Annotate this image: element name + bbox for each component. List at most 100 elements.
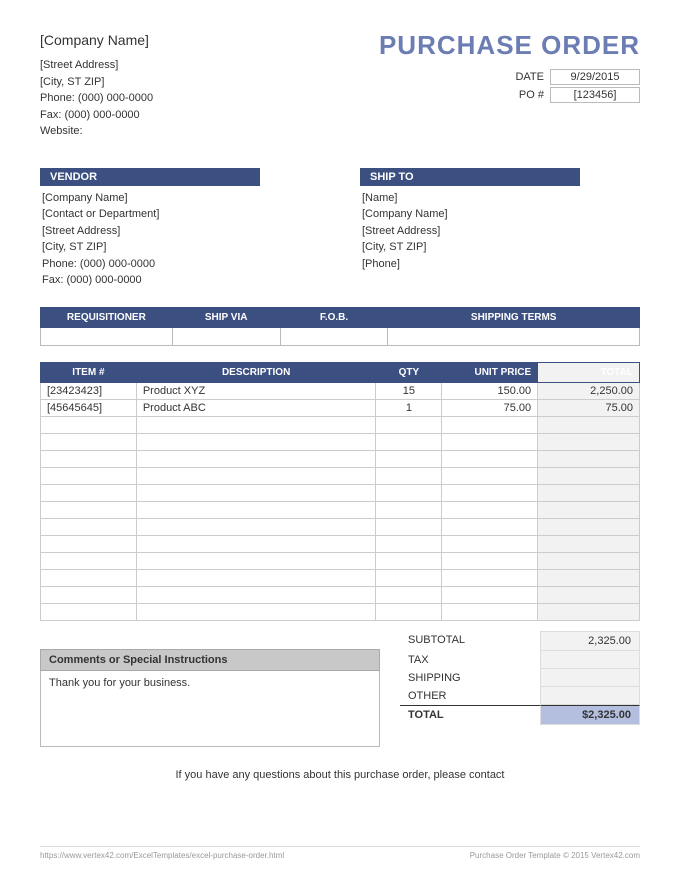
shipto-street: [Street Address]	[362, 223, 640, 240]
item-cell	[41, 416, 137, 433]
table-row	[41, 416, 640, 433]
footer-left: https://www.vertex42.com/ExcelTemplates/…	[40, 851, 284, 860]
price-cell	[442, 433, 538, 450]
qty-cell	[376, 518, 442, 535]
vendor-section: VENDOR [Company Name] [Contact or Depart…	[40, 168, 320, 289]
other-value	[540, 687, 640, 705]
item-cell	[41, 603, 137, 620]
desc-cell	[136, 569, 376, 586]
total-cell: 75.00	[538, 399, 640, 416]
qty-cell	[376, 535, 442, 552]
tax-value	[540, 651, 640, 669]
total-cell	[538, 416, 640, 433]
other-label: OTHER	[400, 687, 540, 705]
price-cell	[442, 535, 538, 552]
date-label: DATE	[500, 71, 550, 83]
table-row	[41, 586, 640, 603]
comments-body: Thank you for your business.	[40, 671, 380, 747]
qty-cell: 1	[376, 399, 442, 416]
title-block: PURCHASE ORDER DATE 9/29/2015 PO # [1234…	[379, 30, 640, 140]
desc-cell	[136, 416, 376, 433]
table-row	[41, 433, 640, 450]
col-total: TOTAL	[538, 362, 640, 382]
shipto-heading: SHIP TO	[360, 168, 580, 186]
qty-cell	[376, 433, 442, 450]
table-row	[41, 501, 640, 518]
table-row	[41, 450, 640, 467]
total-cell	[538, 484, 640, 501]
col-fob: F.O.B.	[280, 307, 388, 327]
item-cell	[41, 535, 137, 552]
desc-cell	[136, 603, 376, 620]
item-cell	[41, 569, 137, 586]
item-cell	[41, 467, 137, 484]
desc-cell	[136, 467, 376, 484]
company-phone: Phone: (000) 000-0000	[40, 90, 153, 107]
col-requisitioner: REQUISITIONER	[41, 307, 173, 327]
table-row	[41, 603, 640, 620]
price-cell	[442, 501, 538, 518]
terms-cell	[388, 327, 640, 345]
total-cell	[538, 586, 640, 603]
qty-cell	[376, 603, 442, 620]
desc-cell: Product XYZ	[136, 382, 376, 399]
company-citystzip: [City, ST ZIP]	[40, 74, 153, 91]
shipping-table: REQUISITIONER SHIP VIA F.O.B. SHIPPING T…	[40, 307, 640, 346]
item-cell	[41, 501, 137, 518]
item-cell	[41, 552, 137, 569]
total-cell: 2,250.00	[538, 382, 640, 399]
col-item: ITEM #	[41, 362, 137, 382]
item-cell	[41, 433, 137, 450]
subtotal-value: 2,325.00	[540, 631, 640, 651]
total-cell	[538, 569, 640, 586]
items-table: ITEM # DESCRIPTION QTY UNIT PRICE TOTAL …	[40, 362, 640, 621]
vendor-street: [Street Address]	[42, 223, 320, 240]
price-cell	[442, 518, 538, 535]
col-shipvia: SHIP VIA	[172, 307, 280, 327]
shipto-phone: [Phone]	[362, 256, 640, 273]
vendor-fax: Fax: (000) 000-0000	[42, 272, 320, 289]
desc-cell	[136, 518, 376, 535]
shipping-value	[540, 669, 640, 687]
table-row	[41, 467, 640, 484]
total-cell	[538, 467, 640, 484]
table-row: [23423423]Product XYZ15150.002,250.00	[41, 382, 640, 399]
po-title: PURCHASE ORDER	[379, 30, 640, 61]
col-price: UNIT PRICE	[442, 362, 538, 382]
shipvia-cell	[172, 327, 280, 345]
price-cell: 75.00	[442, 399, 538, 416]
table-row	[41, 535, 640, 552]
qty-cell	[376, 586, 442, 603]
table-row	[41, 484, 640, 501]
subtotal-label: SUBTOTAL	[400, 631, 540, 651]
price-cell	[442, 467, 538, 484]
total-cell	[538, 603, 640, 620]
contact-text: If you have any questions about this pur…	[40, 769, 640, 781]
po-label: PO #	[500, 89, 550, 101]
price-cell	[442, 552, 538, 569]
item-cell	[41, 450, 137, 467]
total-cell	[538, 501, 640, 518]
price-cell	[442, 484, 538, 501]
table-row	[41, 552, 640, 569]
desc-cell	[136, 501, 376, 518]
qty-cell	[376, 416, 442, 433]
company-name: [Company Name]	[40, 30, 153, 51]
total-cell	[538, 535, 640, 552]
shipto-name: [Name]	[362, 190, 640, 207]
qty-cell	[376, 484, 442, 501]
total-cell	[538, 518, 640, 535]
vendor-company: [Company Name]	[42, 190, 320, 207]
total-value: $2,325.00	[540, 705, 640, 725]
item-cell: [23423423]	[41, 382, 137, 399]
col-qty: QTY	[376, 362, 442, 382]
desc-cell	[136, 433, 376, 450]
qty-cell	[376, 450, 442, 467]
qty-cell	[376, 467, 442, 484]
price-cell	[442, 450, 538, 467]
qty-cell	[376, 501, 442, 518]
date-value: 9/29/2015	[550, 69, 640, 85]
item-cell: [45645645]	[41, 399, 137, 416]
comments-heading: Comments or Special Instructions	[40, 649, 380, 671]
desc-cell: Product ABC	[136, 399, 376, 416]
